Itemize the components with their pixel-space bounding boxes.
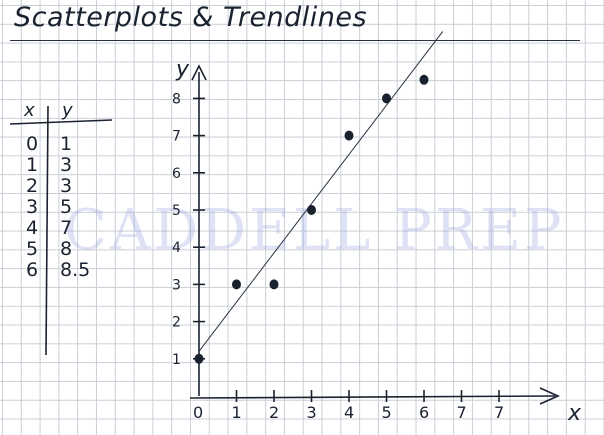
y-tick-label: 5: [172, 203, 181, 219]
table-cell-x: 3: [26, 196, 38, 218]
table-rows: 0 11 32 33 54 75 86 8.5: [26, 133, 90, 281]
data-point: [382, 93, 391, 104]
table-cell-x: 1: [26, 154, 38, 176]
table-header-y: y: [61, 100, 73, 121]
trendline: [198, 31, 444, 352]
data-table: x y 0 11 32 33 54 75 86 8.5: [9, 100, 113, 356]
data-point: [232, 279, 241, 290]
table-cell-x: 5: [26, 238, 38, 260]
x-tick-label: 5: [382, 403, 392, 422]
y-tick-label: 6: [172, 166, 181, 182]
y-tick-label: 1: [172, 352, 181, 368]
x-axis-label: x: [567, 401, 582, 426]
axis-ticks: 0 1 2 3 4 5 6 7 7 1 2 3 4 5 6 7 8: [172, 91, 504, 422]
table-header-rule: [9, 119, 113, 125]
y-tick-label: 3: [172, 277, 181, 293]
x-tick-label: 3: [307, 403, 317, 422]
data-point: [344, 130, 354, 141]
table-cell-y: 3: [60, 175, 72, 197]
table-cell-x: 4: [26, 217, 38, 239]
x-tick-label: 4: [344, 403, 354, 422]
data-point: [307, 205, 316, 215]
x-tick-label: 0: [193, 403, 203, 422]
y-tick-label: 4: [172, 240, 181, 256]
y-tick-label: 2: [172, 315, 181, 331]
x-tick-label: 7: [457, 403, 467, 422]
x-axis: [189, 395, 556, 399]
data-point: [194, 353, 204, 364]
y-axis-label: y: [175, 57, 190, 82]
table-header-x: x: [23, 100, 35, 121]
table-cell-y: 1: [60, 133, 72, 155]
x-tick-label: 7: [494, 403, 504, 422]
data-points: [194, 74, 429, 364]
table-cell-y: 8.5: [60, 259, 90, 281]
y-tick-label: 8: [172, 91, 181, 107]
y-tick-label: 7: [172, 129, 181, 145]
scatter-graph: x y 0 1 2 3 4 5 6 7 7 1 2 3 4 5 6 7 8: [172, 31, 582, 426]
table-cell-y: 3: [60, 154, 72, 176]
table-column-divider: [45, 105, 49, 356]
table-cell-y: 7: [60, 217, 72, 239]
x-tick-label: 2: [269, 403, 279, 422]
title-underline: [10, 40, 580, 41]
data-point: [419, 74, 429, 85]
x-axis-arrow: [539, 387, 560, 405]
page-title: Scatterplots & Trendlines: [14, 2, 368, 33]
table-cell-x: 0: [26, 133, 38, 155]
x-tick-label: 1: [232, 403, 242, 422]
table-cell-x: 6: [26, 259, 38, 281]
y-axis-arrow: [191, 64, 207, 81]
table-cell-y: 8: [60, 238, 72, 260]
table-cell-y: 5: [60, 196, 72, 218]
x-tick-label: 6: [419, 403, 429, 422]
data-point: [269, 279, 279, 290]
table-cell-x: 2: [26, 175, 38, 197]
